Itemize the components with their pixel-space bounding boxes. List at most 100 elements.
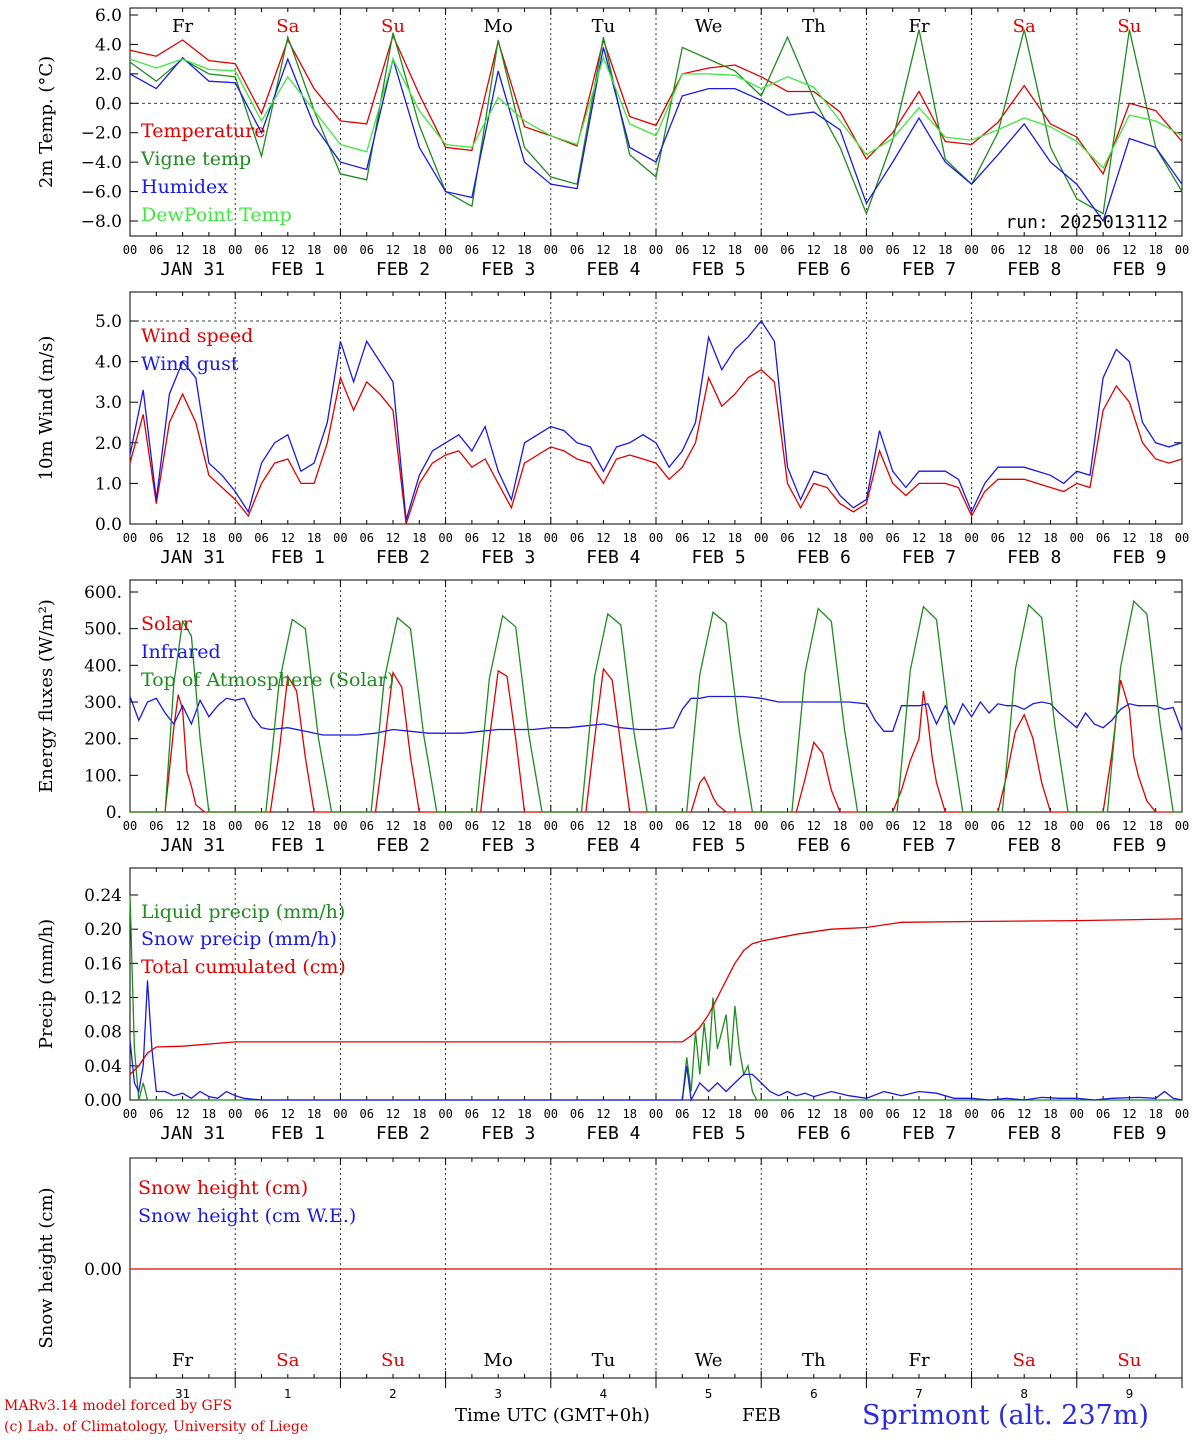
series-line-3 [130,599,1182,813]
y-axis-label: Snow height (cm) [36,1187,57,1348]
legend-entry: Top of Atmosphere (Solar) [141,669,394,691]
series-line-1 [129,894,1182,1101]
y-tick-label: −4.0 [81,153,122,173]
day-name-top: Sa [276,16,299,37]
hour-tick-label: 12 [596,531,610,545]
hour-tick-label: 12 [807,819,821,833]
hour-tick-label: 06 [675,1107,689,1121]
y-tick-label: 0.16 [84,954,122,974]
y-tick-label: 0.24 [84,886,122,906]
hour-tick-label: 00 [228,819,242,833]
hour-tick-label: 00 [544,1107,558,1121]
hour-tick-label: 12 [807,531,821,545]
hour-tick-label: 12 [701,819,715,833]
y-tick-label: 2.0 [95,434,122,454]
hour-tick-label: 06 [359,819,373,833]
hour-tick-label: 12 [1017,243,1031,257]
hour-tick-label: 00 [544,819,558,833]
hour-tick-label: 06 [149,1107,163,1121]
y-tick-label: 100. [84,766,122,786]
hour-tick-label: 06 [675,819,689,833]
date-label: FEB 9 [1112,1123,1166,1144]
hour-tick-label: 12 [281,243,295,257]
hour-tick-label: 18 [938,531,952,545]
hour-tick-label: 06 [675,243,689,257]
hour-tick-label: 00 [649,1107,663,1121]
hour-tick-label: 18 [833,1107,847,1121]
date-label: FEB 1 [271,259,325,280]
hour-tick-label: 06 [465,531,479,545]
hour-tick-label: 18 [1148,531,1162,545]
date-label: FEB 3 [481,835,535,856]
date-label: FEB 5 [692,1123,746,1144]
hour-tick-label: 12 [386,243,400,257]
hour-tick-label: 06 [254,531,268,545]
date-label: FEB 2 [376,835,430,856]
hour-tick-label: 00 [333,1107,347,1121]
date-label: FEB 4 [586,1123,640,1144]
y-tick-label: −6.0 [81,183,122,203]
day-name-top: Tu [592,16,616,37]
date-label: FEB 8 [1007,259,1061,280]
date-label: FEB 4 [586,259,640,280]
hour-tick-label: 18 [1043,531,1057,545]
y-tick-label: 0.00 [84,1260,122,1280]
date-label: FEB 7 [902,547,956,568]
day-name-bottom: Fr [908,1350,929,1371]
hour-tick-label: 00 [1175,819,1189,833]
date-label: FEB 9 [1112,547,1166,568]
hour-tick-label: 00 [859,243,873,257]
hour-tick-label: 12 [281,1107,295,1121]
panel-5: 0.00 Snow height (cm) Snow height (cm) Snow… [36,1157,1183,1379]
hour-tick-label: 06 [991,243,1005,257]
hour-tick-label: 00 [1175,531,1189,545]
date-label: FEB 2 [376,1123,430,1144]
series-line-2 [129,319,1183,521]
hour-tick-label: 18 [622,819,636,833]
hour-tick-label: 12 [1017,819,1031,833]
hour-tick-label: 18 [833,531,847,545]
date-label: FEB 1 [271,547,325,568]
hour-tick-label: 00 [964,531,978,545]
hour-tick-label: 00 [123,243,137,257]
hour-tick-label: 00 [754,243,768,257]
hour-tick-label: 18 [517,819,531,833]
hour-tick-label: 06 [359,531,373,545]
y-tick-label: 400. [84,656,122,676]
hour-tick-label: 18 [622,243,636,257]
day-name-bottom: Mo [484,1350,513,1371]
y-tick-label: 500. [84,620,122,640]
hour-tick-label: 12 [912,531,926,545]
day-name-top: Su [381,16,405,37]
day-number: 31 [175,1387,190,1401]
date-label: FEB 5 [692,259,746,280]
hour-tick-label: 18 [1148,243,1162,257]
hour-tick-label: 06 [149,819,163,833]
hour-tick-label: 12 [386,819,400,833]
hour-tick-label: 06 [1096,243,1110,257]
hour-tick-label: 18 [412,819,426,833]
legend-entry: Infrared [141,641,221,663]
hour-tick-label: 18 [728,1107,742,1121]
hour-tick-label: 06 [465,1107,479,1121]
hour-tick-label: 12 [281,819,295,833]
series-line-3 [129,918,1183,1075]
hour-tick-label: 06 [465,243,479,257]
hour-tick-label: 00 [859,531,873,545]
hour-tick-label: 12 [912,819,926,833]
hour-tick-label: 12 [596,819,610,833]
y-axis-label: 10m Wind (m/s) [36,336,57,481]
hour-tick-label: 00 [1070,531,1084,545]
hour-tick-label: 06 [1096,1107,1110,1121]
hour-tick-label: 06 [1096,819,1110,833]
date-label: JAN 31 [160,259,225,280]
date-label: FEB 6 [797,259,851,280]
hour-tick-label: 12 [1017,1107,1031,1121]
day-name-bottom: Sa [276,1350,299,1371]
hour-tick-label: 06 [991,819,1005,833]
day-number: 2 [389,1387,397,1401]
hour-tick-label: 06 [254,819,268,833]
y-tick-label: 3.0 [95,393,122,413]
date-label: FEB 9 [1112,835,1166,856]
hour-tick-label: 00 [1175,1107,1189,1121]
